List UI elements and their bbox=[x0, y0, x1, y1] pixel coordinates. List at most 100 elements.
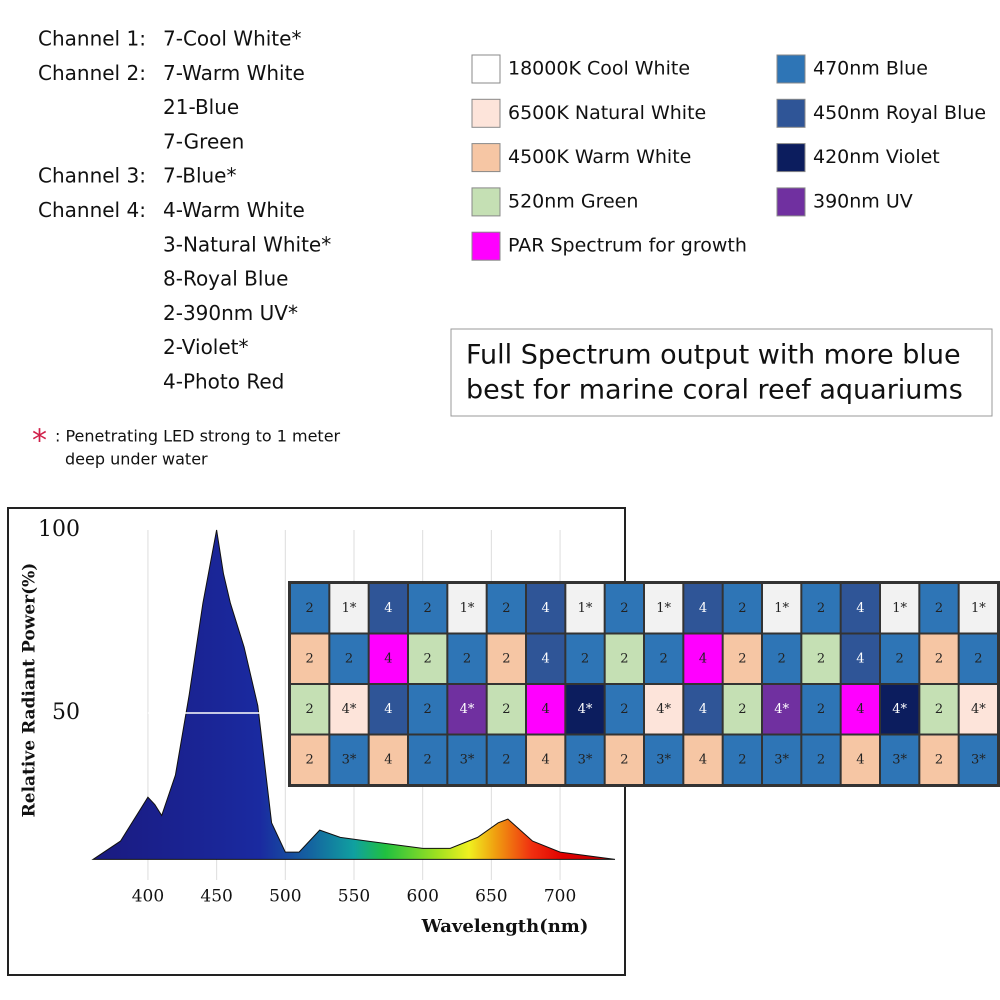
led-cell bbox=[291, 584, 329, 633]
led-cell bbox=[448, 634, 486, 683]
led-cell bbox=[409, 584, 447, 633]
led-cell bbox=[645, 634, 683, 683]
led-label: 1* bbox=[342, 601, 357, 616]
x-tick-label: 450 bbox=[200, 887, 232, 907]
led-label: 2 bbox=[424, 752, 432, 767]
led-cell bbox=[527, 735, 565, 784]
x-tick-label: 650 bbox=[475, 887, 507, 907]
led-label: 2 bbox=[935, 702, 943, 717]
led-label: 2 bbox=[306, 702, 314, 717]
channel-item: 4-Photo Red bbox=[163, 370, 284, 394]
led-label: 4 bbox=[384, 601, 392, 616]
led-cell bbox=[487, 634, 525, 683]
led-cell bbox=[448, 685, 486, 734]
led-cell bbox=[487, 584, 525, 633]
led-cell bbox=[684, 685, 722, 734]
led-label: 4 bbox=[542, 651, 550, 666]
led-label: 2 bbox=[896, 651, 904, 666]
led-label: 2 bbox=[581, 651, 589, 666]
led-cell bbox=[723, 634, 761, 683]
led-label: 4 bbox=[856, 752, 864, 767]
led-cell bbox=[920, 735, 958, 784]
legend-label: 420nm Violet bbox=[813, 146, 940, 168]
led-label: 4 bbox=[699, 752, 707, 767]
led-cell bbox=[605, 735, 643, 784]
led-label: 1* bbox=[892, 601, 907, 616]
led-cell bbox=[959, 735, 997, 784]
led-cell bbox=[409, 634, 447, 683]
led-label: 4 bbox=[384, 651, 392, 666]
x-tick-label: 500 bbox=[269, 887, 301, 907]
led-cell bbox=[566, 584, 604, 633]
led-cell bbox=[841, 685, 879, 734]
legend-label: PAR Spectrum for growth bbox=[508, 235, 747, 257]
led-cell bbox=[487, 735, 525, 784]
legend-label: 450nm Royal Blue bbox=[813, 102, 986, 124]
legend-swatch bbox=[471, 231, 501, 261]
led-cell bbox=[959, 634, 997, 683]
led-cell bbox=[920, 584, 958, 633]
led-cell bbox=[409, 685, 447, 734]
led-cell bbox=[802, 685, 840, 734]
led-cell bbox=[566, 685, 604, 734]
led-label: 4 bbox=[542, 601, 550, 616]
led-label: 2 bbox=[502, 651, 510, 666]
led-cell bbox=[920, 685, 958, 734]
legend-swatch bbox=[776, 187, 806, 217]
led-cell bbox=[369, 584, 407, 633]
legend-swatch bbox=[471, 98, 501, 128]
note-mark: * bbox=[32, 424, 47, 459]
channel-item: 4-Warm White bbox=[163, 198, 305, 222]
led-cell bbox=[802, 584, 840, 633]
led-cell bbox=[605, 685, 643, 734]
led-cell bbox=[763, 584, 801, 633]
led-cell bbox=[684, 584, 722, 633]
x-axis-label: Wavelength(nm) bbox=[421, 916, 589, 937]
led-label: 4* bbox=[342, 702, 357, 717]
led-label: 2 bbox=[660, 651, 668, 666]
led-label: 3* bbox=[578, 752, 593, 767]
led-label: 2 bbox=[306, 752, 314, 767]
legend-label: 18000K Cool White bbox=[508, 58, 690, 80]
led-label: 4 bbox=[856, 601, 864, 616]
led-cell bbox=[330, 584, 368, 633]
led-label: 2 bbox=[738, 702, 746, 717]
led-cell bbox=[723, 735, 761, 784]
legend-label: 520nm Green bbox=[508, 190, 638, 212]
channel-item: 2-390nm UV* bbox=[163, 301, 298, 325]
led-label: 4* bbox=[892, 702, 907, 717]
led-label: 3* bbox=[460, 752, 475, 767]
y-tick-label: 100 bbox=[38, 517, 80, 542]
led-label: 4* bbox=[460, 702, 475, 717]
led-label: 2 bbox=[620, 651, 628, 666]
spectrum-area bbox=[91, 529, 616, 860]
led-cell bbox=[369, 634, 407, 683]
led-label: 4 bbox=[384, 702, 392, 717]
led-label: 2 bbox=[817, 651, 825, 666]
led-cell bbox=[527, 685, 565, 734]
led-cell bbox=[881, 685, 919, 734]
led-cell bbox=[841, 735, 879, 784]
channel-name: Channel 4: bbox=[38, 198, 146, 222]
led-cell bbox=[763, 735, 801, 784]
led-cell bbox=[448, 735, 486, 784]
channel-name: Channel 1: bbox=[38, 27, 146, 51]
legend-label: 390nm UV bbox=[813, 190, 913, 212]
led-label: 3* bbox=[774, 752, 789, 767]
led-cell bbox=[763, 685, 801, 734]
led-cell bbox=[487, 685, 525, 734]
led-label: 2 bbox=[778, 651, 786, 666]
led-label: 2 bbox=[502, 601, 510, 616]
led-cell bbox=[684, 634, 722, 683]
legend-label: 6500K Natural White bbox=[508, 102, 706, 124]
banner-text: best for marine coral reef aquariums bbox=[466, 375, 963, 406]
led-cell bbox=[645, 584, 683, 633]
led-label: 2 bbox=[817, 702, 825, 717]
note-text: deep under water bbox=[65, 450, 208, 469]
led-label: 2 bbox=[306, 601, 314, 616]
channel-item: 7-Blue* bbox=[163, 164, 237, 188]
led-label: 2 bbox=[306, 651, 314, 666]
banner-text: Full Spectrum output with more blue bbox=[466, 340, 961, 371]
led-label: 2 bbox=[463, 651, 471, 666]
led-cell bbox=[291, 685, 329, 734]
